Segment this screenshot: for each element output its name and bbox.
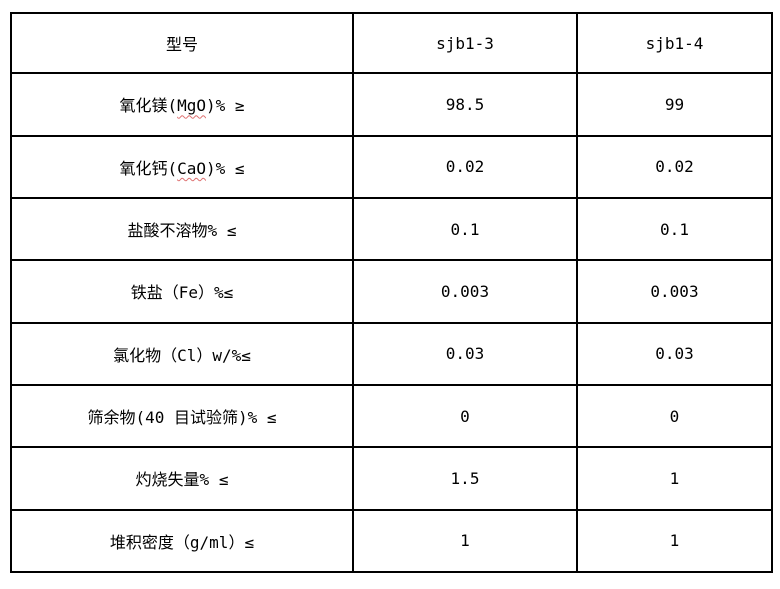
- row-label-hcl-insoluble: 盐酸不溶物% ≤: [10, 196, 354, 262]
- value-cell-sjb1-4: 0.003: [576, 259, 773, 324]
- row-label-bulk-density: 堆积密度（g/ml）≤: [10, 508, 354, 574]
- row-label-suffix: )% ≥: [206, 96, 245, 116]
- spec-table: 型号 sjb1-3 sjb1-4 氧化镁(MgO)% ≥ 98.5 99 氧化钙…: [10, 11, 773, 574]
- row-label-text: 灼烧失量% ≤: [135, 470, 229, 490]
- misspelled-word: CaO: [177, 158, 206, 178]
- value-cell-sjb1-4: 1: [576, 446, 773, 511]
- row-label-text: 氧化镁(: [119, 96, 178, 116]
- table-header-row: 型号 sjb1-3 sjb1-4: [10, 11, 773, 75]
- value-cell-sjb1-3: 0.1: [352, 196, 578, 262]
- row-label-mgo: 氧化镁(MgO)% ≥: [10, 72, 354, 137]
- table-row-fe: 铁盐（Fe）%≤ 0.003 0.003: [10, 259, 773, 324]
- value-cell-sjb1-3: 0.003: [352, 259, 578, 324]
- table-row-cao: 氧化钙(CaO)% ≤ 0.02 0.02: [10, 134, 773, 199]
- row-label-text: 氧化钙(: [119, 158, 178, 178]
- row-label-loss-on-ignition: 灼烧失量% ≤: [10, 446, 354, 511]
- row-label-text: 铁盐（Fe）%≤: [130, 283, 234, 303]
- value-cell-sjb1-3: 0.03: [352, 321, 578, 386]
- table-row-loss-on-ignition: 灼烧失量% ≤ 1.5 1: [10, 446, 773, 511]
- value-cell-sjb1-3: 1: [352, 508, 578, 574]
- value-cell-sjb1-4: 0.02: [576, 134, 773, 199]
- value-cell-sjb1-3: 1.5: [352, 446, 578, 511]
- value-cell-sjb1-3: 0.02: [352, 134, 578, 199]
- value-cell-sjb1-3: 98.5: [352, 72, 578, 137]
- row-label-text: 筛余物(40 目试验筛)% ≤: [87, 408, 277, 428]
- value-cell-sjb1-3: 0: [352, 383, 578, 449]
- header-cell-model: 型号: [10, 11, 354, 75]
- value-cell-sjb1-4: 99: [576, 72, 773, 137]
- row-label-cl: 氯化物（Cl）w/%≤: [10, 321, 354, 386]
- table-row-bulk-density: 堆积密度（g/ml）≤ 1 1: [10, 508, 773, 574]
- row-label-sieve-residue: 筛余物(40 目试验筛)% ≤: [10, 383, 354, 449]
- row-label-suffix: )% ≤: [206, 158, 245, 178]
- table-row-hcl-insoluble: 盐酸不溶物% ≤ 0.1 0.1: [10, 196, 773, 262]
- table-row-sieve-residue: 筛余物(40 目试验筛)% ≤ 0 0: [10, 383, 773, 449]
- value-cell-sjb1-4: 1: [576, 508, 773, 574]
- row-label-cao: 氧化钙(CaO)% ≤: [10, 134, 354, 199]
- value-cell-sjb1-4: 0.03: [576, 321, 773, 386]
- row-label-text: 堆积密度（g/ml）≤: [109, 532, 255, 552]
- header-cell-sjb1-3: sjb1-3: [352, 11, 578, 75]
- table-row-cl: 氯化物（Cl）w/%≤ 0.03 0.03: [10, 321, 773, 386]
- value-cell-sjb1-4: 0: [576, 383, 773, 449]
- value-cell-sjb1-4: 0.1: [576, 196, 773, 262]
- misspelled-word: MgO: [177, 96, 206, 116]
- table-row-mgo: 氧化镁(MgO)% ≥ 98.5 99: [10, 72, 773, 137]
- row-label-fe: 铁盐（Fe）%≤: [10, 259, 354, 324]
- row-label-text: 盐酸不溶物% ≤: [127, 221, 237, 241]
- row-label-text: 氯化物（Cl）w/%≤: [113, 345, 251, 365]
- header-cell-sjb1-4: sjb1-4: [576, 11, 773, 75]
